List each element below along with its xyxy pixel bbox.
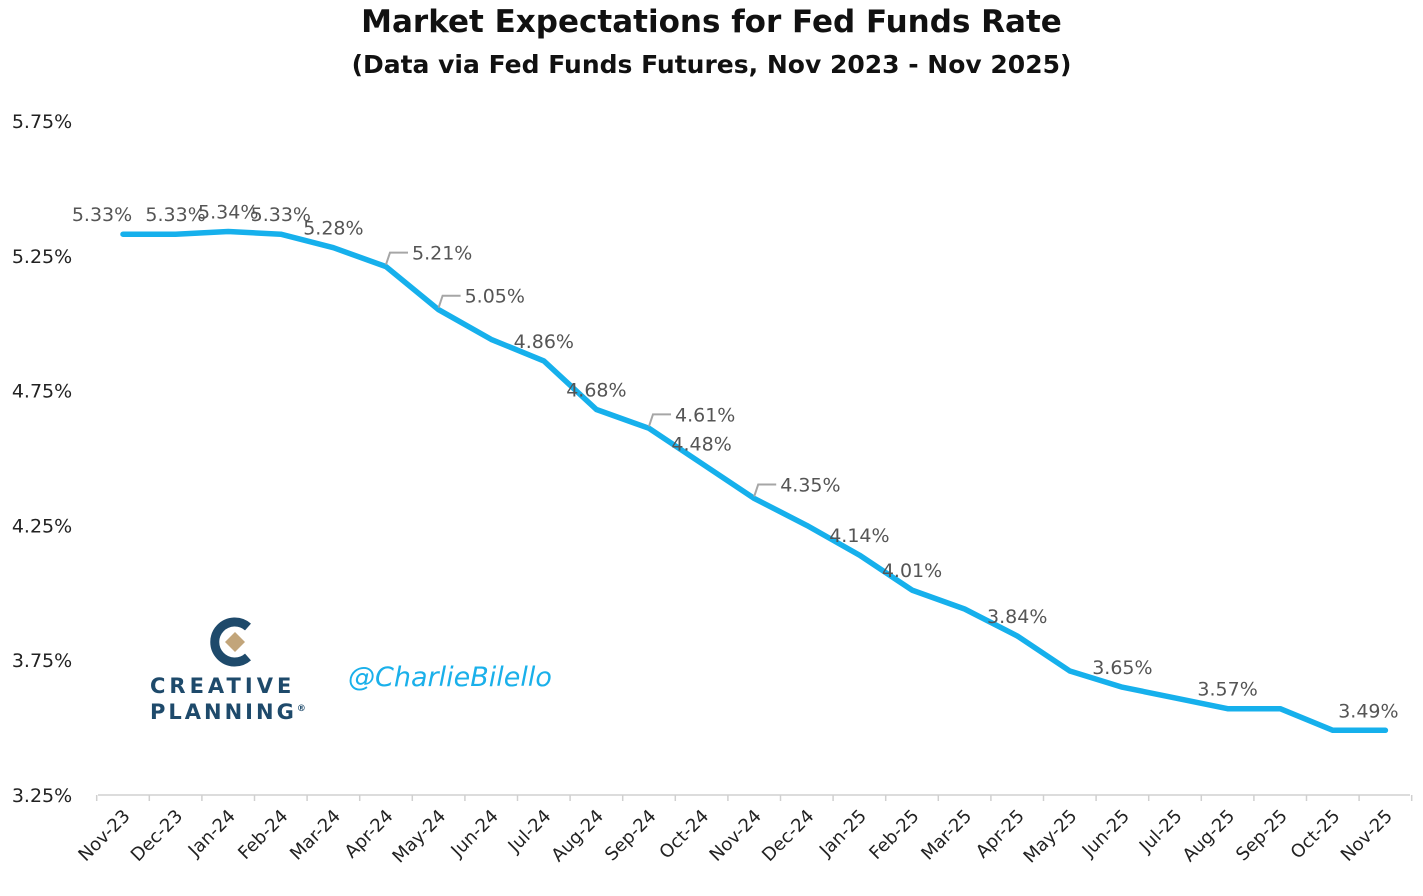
creative-planning-logo: CREATIVE PLANNING® [150,612,330,727]
data-label: 5.34% [198,202,258,224]
logo-text-line2: PLANNING® [150,700,320,724]
data-label: 4.86% [514,331,574,353]
data-label: 3.84% [987,606,1047,628]
y-tick-label: 4.25% [12,515,72,537]
twitter-handle: @CharlieBilello [348,662,552,693]
data-label: 5.21% [412,243,472,265]
data-label: 3.65% [1092,657,1152,679]
data-label: 4.61% [675,404,735,426]
data-label: 3.57% [1197,679,1257,701]
x-tick-label: Nov-25 [1337,806,1397,866]
chart-title: Market Expectations for Fed Funds Rate [361,4,1062,40]
x-axis-tick-marks [95,795,1413,801]
x-tick-label: May-25 [1020,806,1082,868]
x-tick-label: Nov-23 [74,806,134,866]
data-label-leader [437,294,461,309]
x-tick-label: Aug-25 [1179,806,1239,866]
data-label: 4.48% [671,433,731,455]
data-label-leader [753,483,777,497]
x-tick-label: Jun-24 [446,806,502,862]
data-label: 5.33% [145,204,205,226]
x-tick-label: Oct-25 [1287,806,1345,864]
chart-subtitle: (Data via Fed Funds Futures, Nov 2023 - … [351,50,1072,79]
y-tick-label: 5.25% [12,246,72,268]
y-tick-label: 5.75% [12,111,72,133]
y-axis-tick-labels: 5.75% 5.25% 4.75% 4.25% 3.75% 3.25% [12,111,72,807]
x-tick-label: Dec-23 [127,806,187,866]
creative-planning-logo-icon [210,617,251,667]
x-tick-label: Sep-25 [1232,806,1292,866]
y-tick-label: 4.75% [12,381,72,403]
x-tick-label: Jun-25 [1078,806,1134,862]
x-tick-label: Oct-24 [655,806,713,864]
data-label: 3.49% [1338,700,1398,722]
data-label: 4.35% [780,474,840,496]
x-tick-label: Jan-24 [184,806,240,862]
data-labels: 5.33% 5.33%5.34%5.33%5.28%5.21%5.05%4.86%… [72,202,1399,723]
logo-text-line1: CREATIVE [150,674,296,698]
x-tick-label: Nov-24 [706,806,766,866]
data-label-leader [648,413,671,427]
x-tick-label: Jul-24 [504,806,556,858]
data-label: 5.28% [303,218,363,240]
x-tick-label: Feb-24 [234,806,292,864]
series-line-fed-funds-expectations [120,228,1389,734]
y-tick-label: 3.25% [12,785,72,807]
x-tick-label: May-24 [388,806,450,868]
data-label: 5.05% [465,286,525,308]
x-tick-label: Aug-24 [547,806,607,866]
x-tick-label: Sep-24 [601,806,661,866]
y-tick-label: 3.75% [12,650,72,672]
data-label: 4.01% [882,560,942,582]
data-label: 5.33% [251,204,311,226]
x-tick-label: Dec-24 [758,806,818,866]
x-tick-label: Mar-25 [917,806,976,865]
x-tick-label: Jul-25 [1135,806,1187,858]
data-label: 4.14% [829,525,889,547]
logo-text-planning: PLANNING [150,700,297,724]
x-tick-label: Mar-24 [286,806,345,865]
data-label: 5.33% [72,204,132,226]
x-tick-label: Feb-25 [865,806,923,864]
x-axis-tick-labels: Nov-23Dec-23Jan-24Feb-24Mar-24Apr-24May-… [74,806,1397,868]
data-label-leader [385,251,408,265]
data-label-leader-lines [385,251,777,497]
registered-mark: ® [296,704,306,714]
data-label: 4.68% [566,379,626,401]
x-tick-label: Jan-25 [815,806,871,862]
